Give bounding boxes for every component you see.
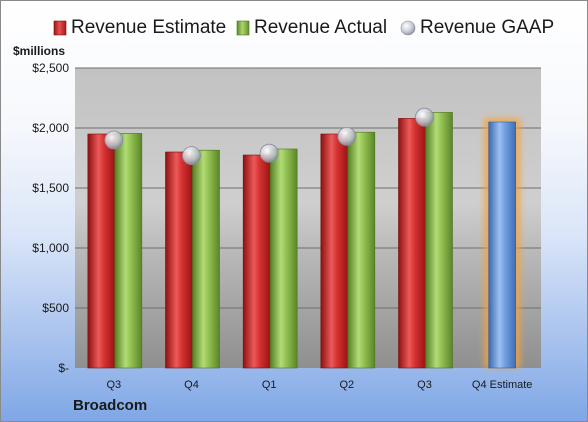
legend-swatch-revenue-gaap: [400, 20, 416, 36]
y-tick-label: $-: [58, 361, 69, 375]
legend-item-revenue-estimate: Revenue Estimate: [53, 15, 226, 41]
y-tick-label: $2,000: [32, 121, 69, 135]
x-tick-label: Q4: [184, 379, 199, 391]
marker-revenue-gaap: [182, 146, 201, 166]
x-tick-label: Q2: [339, 379, 354, 391]
y-tick-label: $1,500: [32, 181, 69, 195]
legend-item-revenue-actual: Revenue Actual: [236, 15, 387, 41]
legend-item-revenue-gaap: Revenue GAAP: [399, 15, 554, 41]
legend-label-revenue-gaap: Revenue GAAP: [420, 17, 555, 38]
y-tick-label: $2,500: [32, 61, 69, 75]
legend: Revenue Estimate Revenue Actual: [1, 15, 588, 41]
bar-revenue-estimate: [320, 133, 349, 369]
bar-revenue-estimate: [165, 151, 193, 369]
gaap-markers: [104, 107, 434, 166]
x-tick-label: Q1: [262, 379, 277, 391]
bar-revenue-estimate: [87, 133, 116, 369]
legend-swatch-revenue-actual: [236, 20, 250, 36]
legend-swatch-revenue-estimate: [53, 20, 67, 36]
bar-revenue-estimate: [398, 118, 426, 369]
x-tick-label: Q3: [106, 379, 121, 391]
x-tick-label: Q3: [417, 379, 432, 391]
gridlines: [75, 67, 541, 309]
legend-label-revenue-estimate: Revenue Estimate: [71, 17, 227, 38]
bar-revenue-actual: [269, 148, 298, 369]
bar-revenue-actual: [114, 133, 143, 369]
bar-revenue-estimate: [488, 121, 516, 369]
y-tick-label: $1,000: [32, 241, 69, 255]
y-axis-unit-label: $millions: [13, 44, 66, 58]
bar-revenue-estimate: [242, 154, 271, 369]
bar-revenue-actual: [425, 112, 453, 369]
marker-revenue-gaap: [415, 107, 434, 127]
marker-revenue-gaap: [259, 143, 279, 163]
y-axis-ticks: $- $500 $1,000 $1,500 $2,000 $2,500: [32, 61, 69, 375]
bar-revenue-actual: [192, 149, 220, 369]
company-name: Broadcom: [73, 397, 148, 414]
y-tick-label: $500: [42, 301, 69, 315]
x-axis-ticks: Q3 Q4 Q1 Q2 Q3 Q4 Estimate: [106, 379, 532, 391]
marker-revenue-gaap: [104, 130, 124, 150]
marker-revenue-gaap: [337, 126, 357, 146]
bar-revenue-actual: [347, 131, 376, 369]
x-tick-label: Q4 Estimate: [472, 379, 533, 391]
bars: [87, 112, 521, 369]
legend-label-revenue-actual: Revenue Actual: [254, 17, 388, 38]
plot-area: [75, 68, 541, 368]
